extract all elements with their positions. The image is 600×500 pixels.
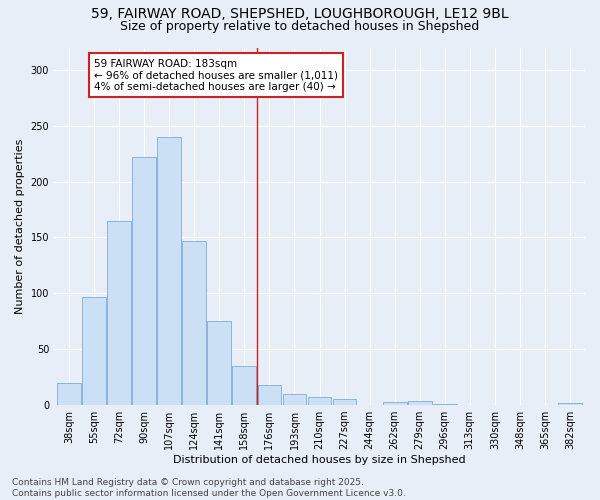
Bar xyxy=(157,137,181,405)
Bar xyxy=(383,402,407,405)
Bar xyxy=(283,394,307,405)
Bar xyxy=(82,296,106,405)
Text: Size of property relative to detached houses in Shepshed: Size of property relative to detached ho… xyxy=(121,20,479,33)
Bar xyxy=(133,157,156,405)
Text: 59 FAIRWAY ROAD: 183sqm
← 96% of detached houses are smaller (1,011)
4% of semi-: 59 FAIRWAY ROAD: 183sqm ← 96% of detache… xyxy=(94,58,338,92)
Bar xyxy=(558,403,582,405)
Bar xyxy=(107,220,131,405)
Bar xyxy=(408,400,431,405)
Text: 59, FAIRWAY ROAD, SHEPSHED, LOUGHBOROUGH, LE12 9BL: 59, FAIRWAY ROAD, SHEPSHED, LOUGHBOROUGH… xyxy=(91,8,509,22)
X-axis label: Distribution of detached houses by size in Shepshed: Distribution of detached houses by size … xyxy=(173,455,466,465)
Bar xyxy=(332,400,356,405)
Bar xyxy=(257,385,281,405)
Text: Contains HM Land Registry data © Crown copyright and database right 2025.
Contai: Contains HM Land Registry data © Crown c… xyxy=(12,478,406,498)
Bar xyxy=(433,404,457,405)
Y-axis label: Number of detached properties: Number of detached properties xyxy=(15,138,25,314)
Bar xyxy=(308,398,331,405)
Bar xyxy=(208,322,231,405)
Bar xyxy=(182,241,206,405)
Bar xyxy=(232,366,256,405)
Bar xyxy=(57,382,81,405)
